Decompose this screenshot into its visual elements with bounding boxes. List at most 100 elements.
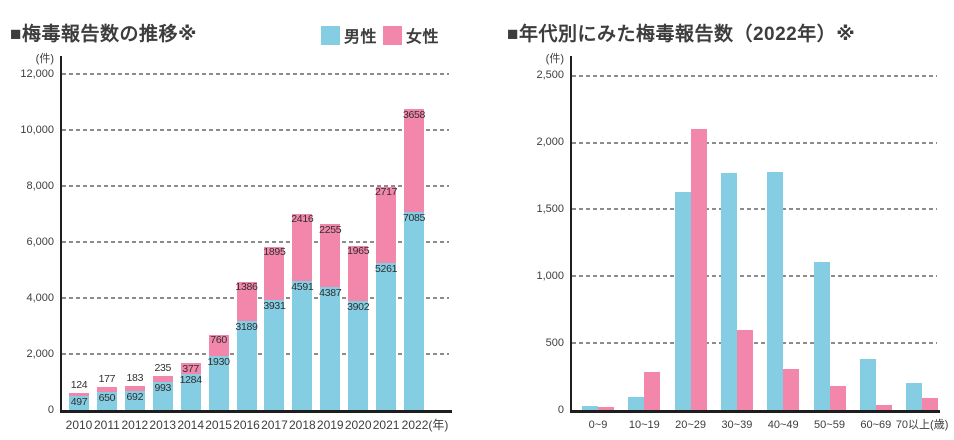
bar-male-0 xyxy=(69,396,89,410)
bar-male-10 xyxy=(348,300,369,410)
bar-female-5 xyxy=(829,385,846,410)
bar-female-1 xyxy=(96,386,117,392)
bar-male-9 xyxy=(320,287,341,410)
gridline xyxy=(572,275,937,278)
bar-value-label-female-4: 377 xyxy=(182,362,199,375)
gridline xyxy=(572,74,937,77)
bar-female-6 xyxy=(875,404,892,410)
gridline xyxy=(62,241,449,243)
bar-male-1 xyxy=(628,396,645,410)
bar-female-5 xyxy=(208,334,229,356)
bar-value-label-male-1: 650 xyxy=(98,391,116,404)
x-axis-category-label: 2015 xyxy=(205,418,232,432)
y-axis-line xyxy=(570,56,572,413)
x-axis-category-label: 2010 xyxy=(65,418,93,432)
bar-female-0 xyxy=(598,406,614,410)
gridline xyxy=(62,185,449,187)
x-axis-category-label: 2021 xyxy=(372,418,400,432)
x-axis-category-label: 50~59 xyxy=(814,419,845,431)
bar-female-7 xyxy=(264,246,285,300)
y-axis-tick-label: 4,000 xyxy=(26,291,54,304)
y-axis-tick-label: 12,000 xyxy=(20,67,54,80)
y-axis-tick-label: 2,000 xyxy=(536,136,564,149)
bar-value-label-female-1: 177 xyxy=(98,372,116,385)
x-axis-category-label: 2014 xyxy=(177,418,205,432)
male-color-swatch xyxy=(321,25,340,45)
trend-chart-title: ■梅毒報告数の推移※ xyxy=(10,24,197,45)
x-axis-category-label: 60~69 xyxy=(860,419,892,431)
bar-value-label-male-4: 1284 xyxy=(179,374,202,387)
bar-male-6 xyxy=(236,320,257,410)
bar-value-label-female-12: 3658 xyxy=(402,108,426,121)
bar-female-10 xyxy=(348,245,369,301)
x-axis-category-label: 20~29 xyxy=(675,419,707,431)
age-chart-title: ■年代別にみた梅毒報告数（2022年）※ xyxy=(507,24,856,45)
legend-item-male: 男性 xyxy=(321,23,377,47)
x-axis-category-label: 2020 xyxy=(344,418,372,432)
bar-value-label-male-3: 993 xyxy=(154,382,172,395)
bar-female-1 xyxy=(644,371,661,410)
bar-value-label-female-10: 1965 xyxy=(347,245,370,258)
x-axis-category-label: 10~19 xyxy=(628,419,660,431)
bar-male-11 xyxy=(376,262,397,410)
bar-male-7 xyxy=(264,299,285,410)
bar-male-5 xyxy=(208,355,229,410)
y-axis-tick-label: 1,500 xyxy=(536,202,564,215)
bar-female-2 xyxy=(690,129,707,410)
x-axis-category-label: 2013 xyxy=(149,418,177,432)
bar-value-label-male-0: 497 xyxy=(70,396,88,409)
gridline xyxy=(572,208,937,211)
bar-male-6 xyxy=(859,358,876,410)
bar-male-0 xyxy=(582,405,598,410)
bar-female-8 xyxy=(292,213,313,282)
x-axis-category-label: 2017 xyxy=(261,418,288,432)
legend-male-label: 男性 xyxy=(344,29,378,46)
bar-value-label-female-8: 2416 xyxy=(291,213,314,226)
y-axis-tick-label: 500 xyxy=(545,336,564,349)
bar-value-label-male-9: 4387 xyxy=(319,287,342,300)
bar-value-label-male-2: 692 xyxy=(126,390,144,403)
bar-female-4 xyxy=(783,368,800,410)
bar-male-8 xyxy=(292,281,313,410)
bar-female-11 xyxy=(376,186,397,263)
x-axis-category-label: 2022(年) xyxy=(401,418,449,432)
bar-value-label-male-10: 3902 xyxy=(347,300,370,313)
y-axis-tick-label: 2,500 xyxy=(536,69,564,82)
bar-female-6 xyxy=(236,281,257,321)
bar-value-label-female-5: 760 xyxy=(210,334,227,347)
y-axis-unit-label: (件) xyxy=(545,53,564,65)
x-axis-category-label: 2012 xyxy=(121,418,149,432)
x-axis-category-label: 0~9 xyxy=(588,419,608,431)
y-axis-tick-label: 1,000 xyxy=(536,269,564,282)
x-axis-line xyxy=(60,410,452,413)
y-axis-tick-label: 0 xyxy=(557,403,564,416)
gridline xyxy=(62,73,449,75)
bar-female-0 xyxy=(69,392,89,397)
bar-female-2 xyxy=(124,385,145,391)
x-axis-category-label: 40~49 xyxy=(767,419,799,431)
bar-value-label-female-9: 2255 xyxy=(319,223,342,236)
y-axis-tick-label: 0 xyxy=(47,403,54,416)
bar-female-3 xyxy=(152,375,173,383)
bar-value-label-male-8: 4591 xyxy=(291,281,314,294)
bar-value-label-male-6: 3189 xyxy=(235,320,258,333)
bar-value-label-female-11: 2717 xyxy=(375,186,398,199)
bar-value-label-male-12: 7085 xyxy=(402,211,426,224)
y-axis-tick-label: 2,000 xyxy=(26,347,54,360)
bar-female-12 xyxy=(404,109,425,212)
bar-value-label-male-5: 1930 xyxy=(207,355,230,368)
bar-value-label-female-0: 124 xyxy=(70,378,88,391)
bar-male-7 xyxy=(906,383,923,410)
y-axis-tick-label: 10,000 xyxy=(20,123,54,136)
x-axis-category-label: 70以上(歳) xyxy=(895,419,949,431)
bar-value-label-female-3: 235 xyxy=(154,361,172,374)
gridline xyxy=(572,141,937,144)
bar-male-2 xyxy=(674,192,691,410)
female-color-swatch xyxy=(383,25,403,45)
x-axis-category-label: 30~39 xyxy=(721,419,753,431)
bar-female-9 xyxy=(320,224,341,288)
bar-female-7 xyxy=(922,397,939,410)
